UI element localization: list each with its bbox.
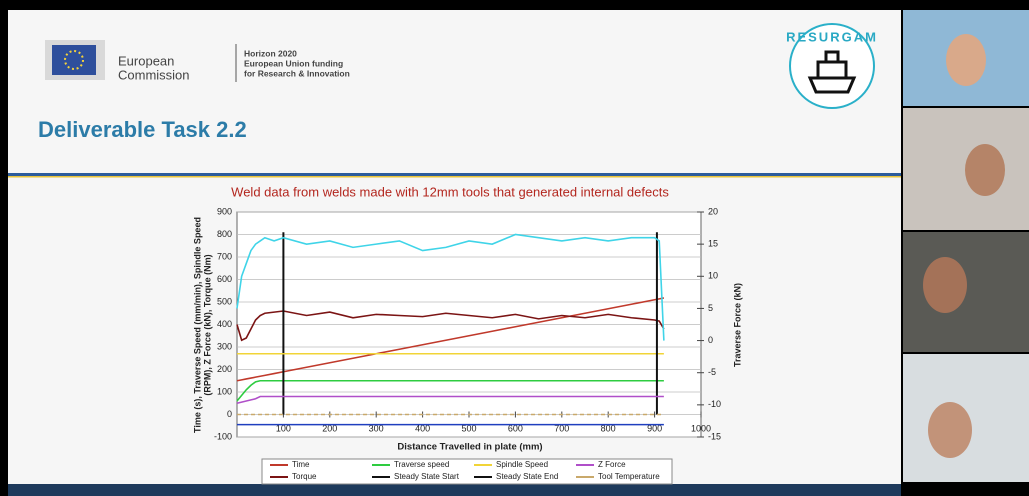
y2-tick-label: 15 [708, 239, 718, 249]
y2-tick-label: 10 [708, 271, 718, 281]
rule [8, 176, 901, 178]
y-tick-label: 900 [217, 206, 232, 216]
legend-label: Traverse speed [394, 460, 449, 469]
legend-label: Z Force [598, 460, 626, 469]
screen: European Commission Horizon 2020 Europea… [0, 0, 1029, 496]
participant [928, 402, 972, 458]
legend-label: Steady State End [496, 472, 558, 481]
y2-tick-label: 20 [708, 206, 718, 216]
participant [923, 257, 967, 313]
chart-title: Weld data from welds made with 12mm tool… [231, 184, 669, 199]
y-axis-label: Time (s), Traverse Speed (mm/min), Spind… [192, 217, 202, 433]
y-tick-label: 400 [217, 319, 232, 329]
legend-label: Time [292, 460, 310, 469]
y2-tick-label: -5 [708, 367, 716, 377]
y-tick-label: 300 [217, 341, 232, 351]
y2-tick-label: 0 [708, 335, 713, 345]
page: European Commission Horizon 2020 Europea… [0, 0, 1029, 496]
commission-text: European [118, 53, 174, 68]
programme-text: European Union funding [244, 58, 343, 68]
programme-text: for Research & Innovation [244, 68, 350, 78]
logo-text: RESURGAM [786, 29, 878, 44]
participant [946, 34, 986, 86]
commission-text: Commission [118, 67, 190, 82]
legend-label: Torque [292, 472, 317, 481]
y2-axis-label: Traverse Force (kN) [732, 283, 742, 367]
y-tick-label: -100 [214, 431, 232, 441]
rule [8, 173, 901, 176]
legend-label: Tool Temperature [598, 472, 660, 481]
y-tick-label: 600 [217, 274, 232, 284]
participant [965, 144, 1005, 196]
programme-text: Horizon 2020 [244, 48, 297, 58]
eu-flag [52, 45, 96, 75]
legend-label: Spindle Speed [496, 460, 548, 469]
footer-band [8, 484, 901, 496]
y-tick-label: 100 [217, 386, 232, 396]
y2-tick-label: -10 [708, 399, 721, 409]
x-tick-label: 1000 [691, 423, 711, 433]
y-tick-label: 500 [217, 296, 232, 306]
y-axis-label: (RPM), Z Force (kN), Torque (Nm) [202, 254, 212, 395]
y-tick-label: 800 [217, 229, 232, 239]
x-axis-label: Distance Travelled in plate (mm) [397, 442, 542, 453]
slide-title: Deliverable Task 2.2 [38, 117, 247, 142]
y-tick-label: 700 [217, 251, 232, 261]
legend-label: Steady State Start [394, 472, 460, 481]
y-tick-label: 200 [217, 364, 232, 374]
y-tick-label: 0 [227, 409, 232, 419]
y2-tick-label: 5 [708, 303, 713, 313]
